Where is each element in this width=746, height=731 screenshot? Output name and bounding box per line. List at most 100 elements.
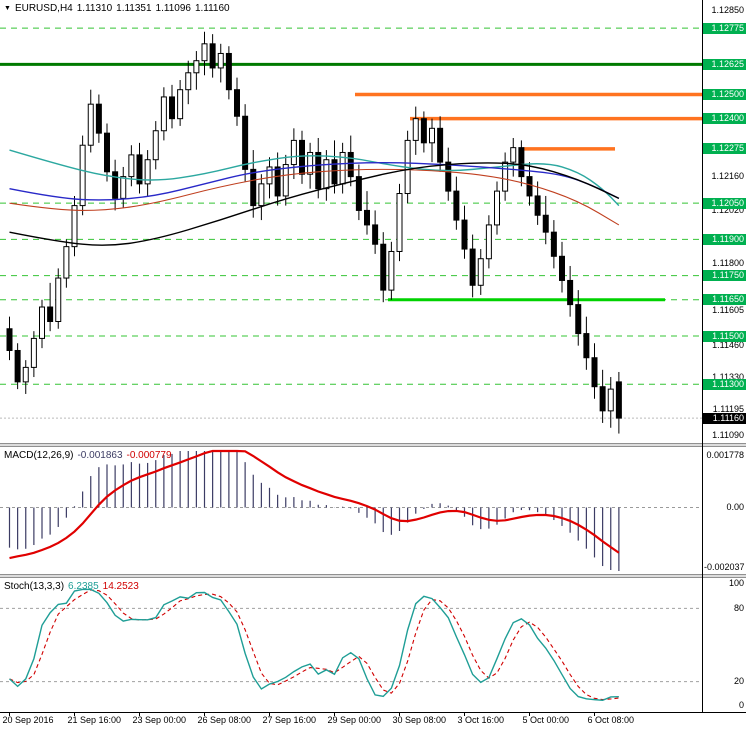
candle-bear [104,132,110,173]
ohlc-header: ▼ EURUSD,H4 1.11310 1.11351 1.11096 1.11160 [4,3,234,14]
candle-bear [575,304,582,335]
candle-bear [420,118,427,144]
time-axis-label: 20 Sep 2016 [2,715,54,725]
candle-bull [87,103,94,146]
macd-value-signal: -0.000779 [126,450,172,461]
candle-bear [315,151,322,190]
price-axis-label: 1.12500 [703,89,746,100]
candle-bear [518,147,525,178]
price-axis-label: 1.11195 [703,404,746,416]
candle-bull [282,164,289,197]
stoch-value-signal: 14.2523 [102,581,139,592]
candle-bull [429,127,435,144]
candle-bull [396,193,403,252]
price-axis-label: 1.12020 [703,204,746,216]
candle-bear [437,127,444,163]
symbol-marker-icon: ▼ [4,5,11,12]
candle-bear [47,306,54,323]
ma-blue [9,162,620,201]
candle-bear [453,190,460,221]
stoch-axis-100: 100 [728,578,744,588]
macd-axis-min: -0.002037 [704,562,745,572]
candle-bear [209,43,216,69]
time-axis-label: 21 Sep 16:00 [67,715,122,725]
candle-bear [526,176,533,197]
candle-bull [502,161,509,192]
stoch-axis-0: 0 [738,700,744,710]
stoch-axis-80: 80 [733,603,744,613]
ma-teal [9,149,620,207]
candle-bear [550,231,557,257]
candle-bear [234,89,240,117]
candle-bull [201,43,208,62]
candle-bull [128,154,135,178]
candle-bear [250,168,257,207]
candle-bear [461,219,468,250]
ohlc-close: 1.11160 [194,3,230,14]
candle-bull [120,176,127,199]
candle-bear [469,248,476,286]
panel-separator [0,444,746,446]
candle-bull [152,130,159,161]
price-axis-label: 1.11500 [703,330,746,342]
macd-value-main: -0.001863 [77,450,123,461]
time-axis-label: 30 Sep 08:00 [392,715,447,725]
time-axis-label: 23 Sep 00:00 [132,715,187,725]
candle-bull [79,144,86,207]
candle-bull [193,60,200,74]
ma-red [9,168,620,226]
candle-bull [412,118,419,141]
candle-bear [534,195,541,216]
macd-indicator-label: MACD(12,26,9) -0.001863 -0.000779 [4,450,176,461]
candle-bull [307,151,314,175]
macd-title: MACD(12,26,9) [4,450,74,461]
price-axis-label: 1.11300 [703,378,746,390]
ohlc-high: 1.11351 [116,3,152,14]
candle-bear [6,328,13,351]
time-axis-label: 5 Oct 00:00 [522,715,570,725]
candle-bear [95,103,102,134]
ohlc-low: 1.11096 [155,3,191,14]
price-axis-label: 1.11090 [703,429,746,441]
candle-bull [494,190,500,226]
candle-bear [112,171,119,199]
candle-bull [160,96,167,132]
price-axis-label: 1.12400 [703,113,746,125]
candle-bear [242,115,249,170]
candle-bear [372,224,379,245]
candle-bull [22,366,29,383]
price-axis-label: 1.12050 [703,197,746,209]
candle-bear [274,166,281,197]
macd-axis-max: 0.001778 [706,450,744,460]
candle-bear [14,349,21,383]
stoch-main-line [9,588,619,701]
candle-bull [510,147,517,163]
price-axis-label: 1.12275 [703,143,746,155]
candle-bull [185,72,192,91]
price-axis-label: 1.11330 [703,371,746,383]
ohlc-open: 1.11310 [76,3,113,14]
macd-axis-zero: 0.00 [726,502,744,512]
price-axis-label: 1.12850 [703,4,746,16]
candle-bull [55,277,62,323]
current-price-label: 1.11160 [703,412,746,424]
candle-bear [542,214,549,233]
candle-bear [225,52,232,91]
candle-bull [266,166,273,185]
candle-bull [63,246,70,279]
time-axis-label: 27 Sep 16:00 [262,715,317,725]
macd-signal-line [9,449,620,560]
candle-bull [388,250,395,291]
price-axis-label: 1.11900 [703,233,746,245]
candle-bear [599,386,606,412]
candle-bear [364,209,370,226]
candle-bear [567,279,574,306]
candle-bull [607,388,614,412]
candle-bull [71,205,78,248]
candle-bull [290,139,297,166]
candle-bear [169,96,175,120]
candle-bull [30,337,37,368]
